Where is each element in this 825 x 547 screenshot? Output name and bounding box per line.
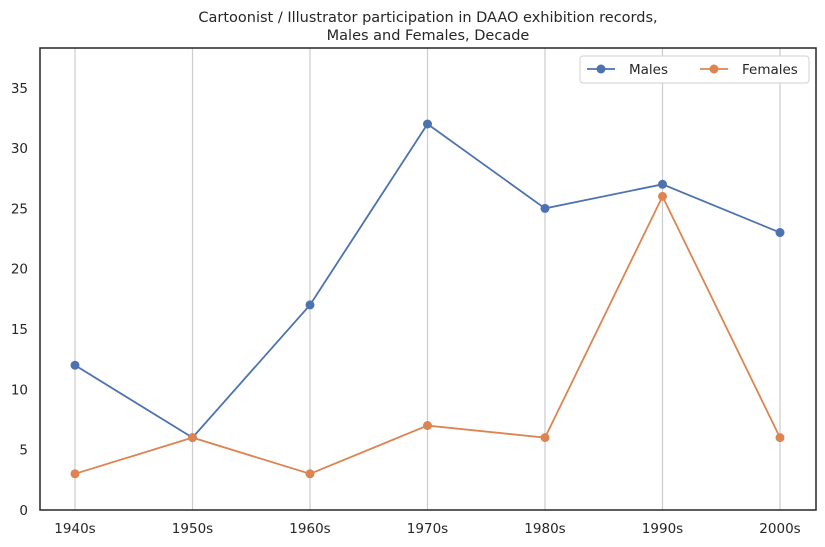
x-tick-label-1960s: 1960s <box>289 521 330 537</box>
point-males-1970s <box>423 119 432 129</box>
point-females-1990s <box>658 191 667 201</box>
point-females-1970s <box>423 421 432 431</box>
y-tick-label-10: 10 <box>11 382 28 398</box>
point-males-1960s <box>305 300 315 310</box>
point-males-1940s <box>70 360 80 370</box>
x-tick-label-1970s: 1970s <box>407 521 448 537</box>
x-tick-label-1980s: 1980s <box>524 521 565 537</box>
point-females-2000s <box>775 433 785 443</box>
chart-title-line-1: Cartoonist / Illustrator participation i… <box>198 10 657 26</box>
series-lines <box>70 119 785 479</box>
point-females-1950s <box>188 433 197 443</box>
legend-label-females: Females <box>742 62 798 78</box>
x-tick-label-1940s: 1940s <box>54 521 95 537</box>
plot-frame <box>39 47 817 511</box>
point-males-1980s <box>540 203 550 213</box>
x-tick-label-2000s: 2000s <box>759 521 800 537</box>
y-axis-ticks: 0 5 10 15 20 25 30 35 <box>11 81 28 519</box>
legend: Males Females <box>579 55 810 84</box>
x-tick-label-1990s: 1990s <box>642 521 683 537</box>
y-tick-label-5: 5 <box>19 443 28 459</box>
y-tick-label-30: 30 <box>11 141 28 157</box>
legend-label-males: Males <box>629 62 668 78</box>
plot-border <box>39 47 817 511</box>
legend-marker-males <box>596 64 606 74</box>
y-tick-label-0: 0 <box>19 503 28 519</box>
chart-title-line-2: Males and Females, Decade <box>327 28 530 44</box>
legend-box <box>579 55 810 84</box>
chart-title: Cartoonist / Illustrator participation i… <box>198 10 657 44</box>
x-axis-ticks: 1940s 1950s 1960s 1970s 1980s 1990s 2000s <box>54 521 800 537</box>
point-females-1940s <box>70 469 80 479</box>
point-males-2000s <box>775 228 785 238</box>
point-males-1990s <box>658 179 667 189</box>
point-females-1980s <box>540 433 550 443</box>
x-tick-label-1950s: 1950s <box>172 521 213 537</box>
legend-marker-females <box>709 64 719 74</box>
y-tick-label-15: 15 <box>11 322 28 338</box>
point-females-1960s <box>305 469 315 479</box>
y-tick-label-35: 35 <box>11 81 28 97</box>
y-tick-label-25: 25 <box>11 201 28 217</box>
y-tick-label-20: 20 <box>11 262 28 278</box>
